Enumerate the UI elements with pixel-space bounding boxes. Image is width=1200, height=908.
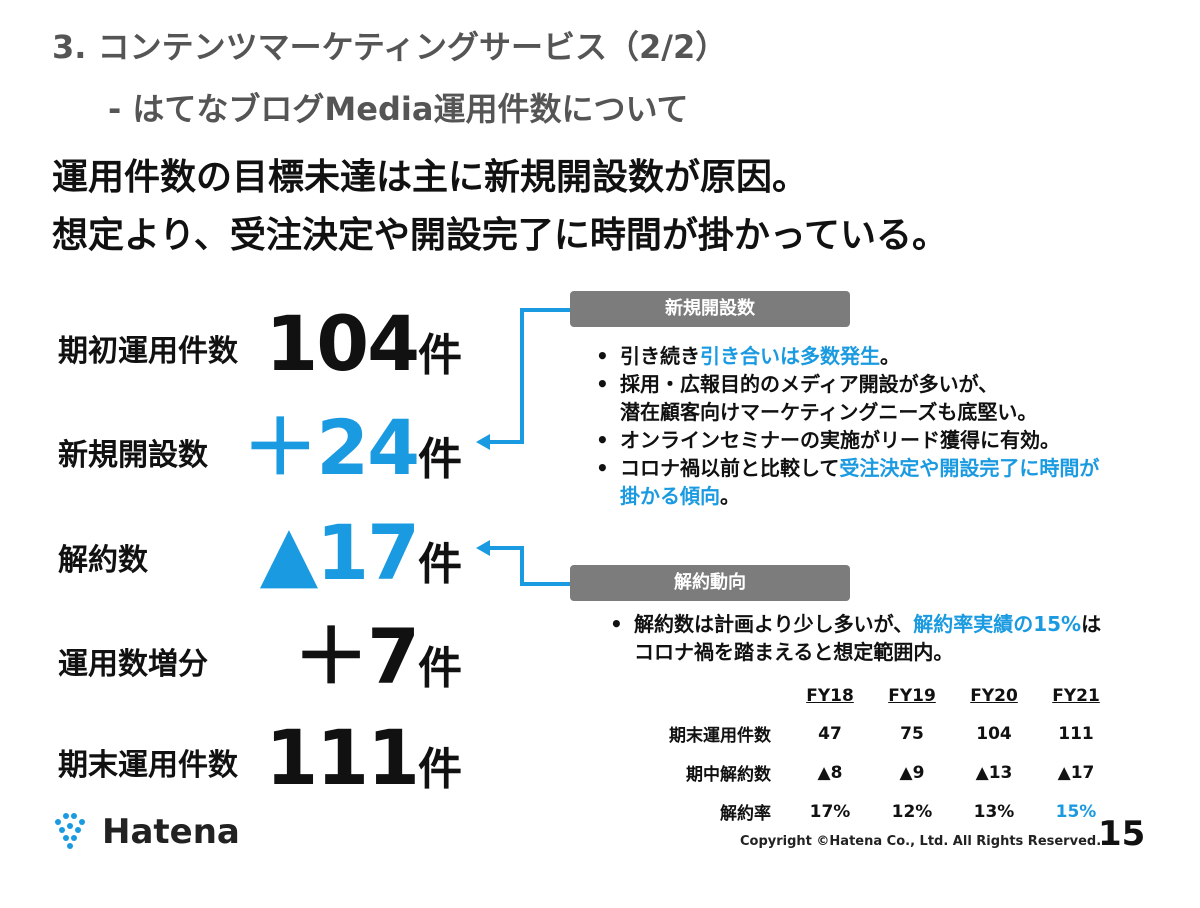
table-header-row: FY18 FY19 FY20 FY21 [640,678,1117,714]
metric-value-opening: 104件 [265,306,462,382]
table-row: 期中解約数 ▲8 ▲9 ▲13 ▲17 [640,753,1117,792]
metric-label-churn: 解約数 [58,543,148,578]
table-cell: 17% [809,801,851,822]
table-cell: ▲8 [817,762,843,783]
list-item: 引き続き引き合いは多数発生。 [592,342,1192,370]
metric-label-increase: 運用数増分 [58,647,208,682]
row-label: 期末運用件数 [669,726,771,746]
table-cell: 111 [1058,723,1094,744]
metric-label-opening: 期初運用件数 [58,334,238,369]
metric-number: ▲17 [259,508,420,597]
column-header: FY18 [806,686,854,706]
row-label: 解約率 [720,804,771,824]
hatena-logo: Hatena [52,812,262,860]
table-cell: 75 [900,723,924,744]
metric-number: 111 [265,713,420,802]
table-row: 期末運用件数 47 75 104 111 [640,714,1117,753]
connector-arrows [476,308,570,586]
table-cell-highlight: 15% [1055,801,1097,822]
metric-label-closing: 期末運用件数 [58,748,238,783]
arrowhead-new [476,434,490,450]
table-cell: 104 [976,723,1012,744]
row-label: 期中解約数 [686,765,771,785]
metric-number: ＋24 [242,403,420,492]
list-item: 採用・広報目的のメディア開設が多いが、潜在顧客向けマーケティングニーズも底堅い。 [592,370,1192,426]
metric-value-churn: ▲17件 [260,515,462,591]
fy-stats-table: FY18 FY19 FY20 FY21 期末運用件数 47 75 104 111… [640,678,1117,831]
slide-title: 3. コンテンツマーケティングサービス（2/2） [52,28,728,66]
table-cell: 13% [973,801,1015,822]
arrow-to-new [488,308,570,444]
table-cell: 47 [818,723,842,744]
table-cell: ▲17 [1057,762,1095,783]
hatena-logo-icon [55,813,85,849]
metric-number: ＋7 [293,612,420,701]
churn-box-header: 解約動向 [570,565,850,601]
table-cell: ▲13 [975,762,1013,783]
table-cell: ▲9 [899,762,925,783]
metric-number: 104 [265,299,420,388]
page-number: 15 [1098,814,1146,854]
table-cell: 12% [891,801,933,822]
column-header: FY20 [970,686,1018,706]
metric-value-closing: 111件 [265,720,462,796]
logo-text: Hatena [102,812,240,852]
slide-subtitle: - はてなブログMedia運用件数について [108,90,689,128]
headline-line-2: 想定より、受注決定や開設完了に時間が掛かっている。 [52,215,949,256]
metric-value-increase: ＋7件 [293,619,462,695]
metric-value-new: ＋24件 [242,410,462,486]
headline-line-1: 運用件数の目標未達は主に新規開設数が原因。 [52,157,809,198]
new-box-header: 新規開設数 [570,291,850,327]
metric-unit: 件 [418,434,462,485]
table-row: 解約率 17% 12% 13% 15% [640,792,1117,831]
column-header: FY19 [888,686,936,706]
arrowhead-churn [476,540,490,556]
copyright: Copyright ©Hatena Co., Ltd. All Rights R… [740,834,1102,849]
new-box-bullets: 引き続き引き合いは多数発生。 採用・広報目的のメディア開設が多いが、潜在顧客向け… [592,342,1192,510]
column-header: FY21 [1052,686,1100,706]
metric-unit: 件 [418,330,462,381]
list-item: オンラインセミナーの実施がリード獲得に有効。 [592,426,1192,454]
metric-label-new: 新規開設数 [58,438,208,473]
metric-unit: 件 [418,539,462,590]
metric-unit: 件 [418,643,462,694]
arrow-to-churn [488,546,570,586]
metric-unit: 件 [418,744,462,795]
